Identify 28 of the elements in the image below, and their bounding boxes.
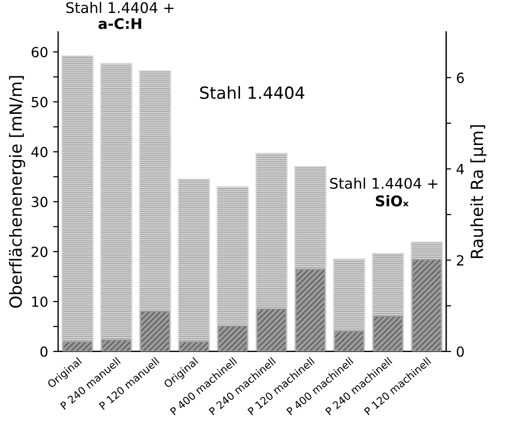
y2-tick-label: 0 xyxy=(456,346,464,357)
bar xyxy=(61,55,94,352)
text: a-C:H xyxy=(98,18,142,30)
bar xyxy=(178,178,210,352)
annotation: SiOₓ xyxy=(376,195,409,206)
y-tick-label: 50 xyxy=(32,96,48,108)
y-tick-label: 60 xyxy=(32,46,48,58)
y-tick-label: 40 xyxy=(31,146,48,158)
bar xyxy=(256,308,286,352)
bar xyxy=(218,325,248,352)
y-tick-label: 30 xyxy=(32,196,48,208)
y2-tick-label: 4 xyxy=(456,164,464,174)
bar xyxy=(178,341,209,352)
y2-tick-label: 2 xyxy=(456,255,464,266)
y-axis-title: Oberflächenenergie [mN/m] xyxy=(9,76,26,308)
bar xyxy=(334,330,364,352)
bar xyxy=(100,62,132,352)
y-tick-label: 0 xyxy=(40,346,48,357)
annotation: Stahl 1.4404 xyxy=(200,86,304,100)
y2-axis-title: Rauheit Ra [µm] xyxy=(470,125,486,258)
annotation: Stahl 1.4404 + xyxy=(330,178,438,189)
text: Stahl 1.4404 + xyxy=(66,2,174,14)
bar xyxy=(101,339,132,352)
y-tick-label: 10 xyxy=(32,296,48,307)
bar xyxy=(140,310,170,352)
y-tick-label: 20 xyxy=(32,246,48,258)
bar xyxy=(62,341,92,352)
y2-tick-label: 6 xyxy=(456,72,464,84)
